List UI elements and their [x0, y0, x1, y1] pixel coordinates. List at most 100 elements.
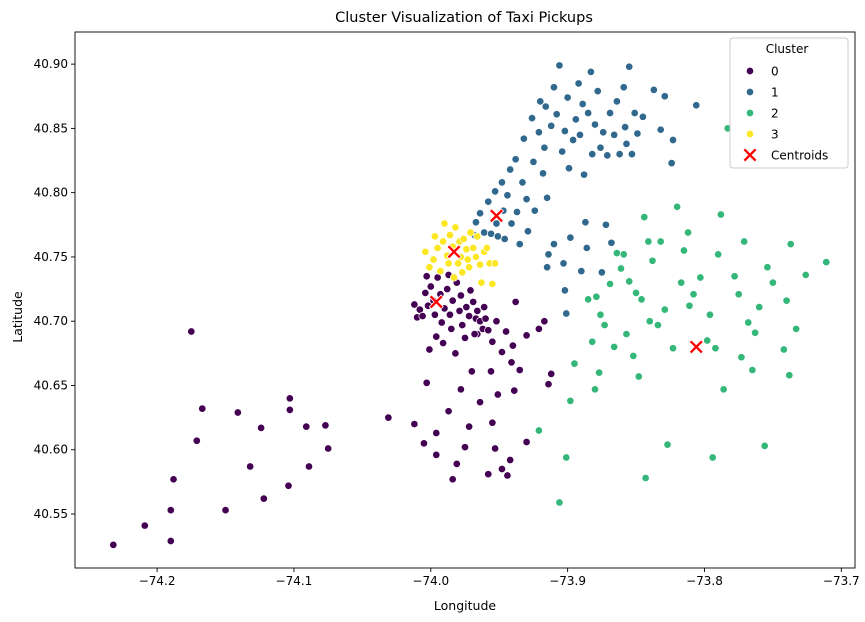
data-point — [544, 380, 553, 389]
data-point — [625, 62, 634, 71]
data-point — [547, 121, 556, 130]
data-point — [458, 321, 467, 330]
data-point — [440, 219, 449, 228]
data-point — [321, 421, 330, 430]
data-points — [109, 61, 831, 549]
data-point — [653, 321, 662, 330]
data-point — [656, 237, 665, 246]
data-point — [507, 358, 516, 367]
data-point — [689, 290, 698, 299]
data-point — [432, 428, 441, 438]
data-point — [590, 385, 600, 394]
y-tick-label: 40.90 — [34, 57, 68, 71]
data-point — [476, 260, 485, 269]
data-point — [522, 195, 531, 204]
data-point — [488, 418, 497, 427]
data-point — [555, 498, 564, 507]
series-2 — [534, 124, 831, 507]
data-point — [656, 125, 665, 134]
data-point — [259, 494, 268, 503]
data-point — [506, 165, 515, 174]
data-point — [577, 267, 586, 276]
data-point — [433, 243, 442, 252]
data-point — [560, 286, 569, 295]
data-point — [443, 285, 452, 294]
data-point — [668, 135, 678, 145]
x-tick-label: −74.1 — [276, 574, 313, 588]
data-point — [511, 155, 520, 164]
data-point — [518, 178, 527, 187]
data-point — [492, 219, 501, 228]
data-point — [528, 114, 537, 123]
data-point — [660, 305, 669, 314]
y-tick-label: 40.80 — [34, 186, 68, 200]
data-point — [452, 459, 461, 468]
data-point — [519, 134, 528, 143]
legend-label-centroids: Centroids — [771, 149, 828, 163]
data-point — [463, 255, 472, 264]
data-point — [637, 295, 646, 304]
data-point — [785, 371, 794, 380]
data-point — [782, 296, 791, 305]
data-point — [632, 288, 641, 297]
data-point — [169, 475, 178, 484]
data-point — [540, 143, 549, 152]
data-point — [465, 312, 474, 321]
data-point — [419, 439, 428, 448]
data-point — [460, 443, 470, 452]
data-point — [418, 312, 427, 321]
data-point — [543, 263, 552, 272]
data-point — [512, 207, 522, 217]
centroid-marker — [488, 208, 505, 224]
data-point — [600, 321, 609, 330]
data-point — [476, 209, 485, 218]
data-point — [792, 324, 801, 333]
y-tick-label: 40.75 — [34, 250, 68, 264]
data-point — [430, 310, 439, 319]
data-point — [500, 234, 509, 243]
data-point — [595, 368, 604, 377]
data-point — [649, 85, 658, 94]
data-point — [436, 267, 445, 276]
data-point — [786, 240, 795, 249]
data-point — [629, 351, 638, 360]
data-point — [471, 218, 480, 227]
data-point — [497, 348, 506, 357]
data-point — [285, 405, 294, 414]
legend: Cluster 0 1 2 3 Centroids — [729, 37, 849, 169]
data-point — [488, 337, 497, 346]
data-point — [684, 228, 693, 237]
data-point — [740, 237, 749, 246]
data-point — [439, 339, 448, 348]
data-point — [558, 147, 567, 156]
data-point — [484, 470, 493, 479]
data-point — [737, 353, 746, 362]
data-point — [582, 243, 591, 252]
data-point — [592, 292, 601, 301]
data-point — [596, 310, 605, 319]
data-point — [596, 143, 605, 152]
data-point — [590, 120, 600, 129]
data-point — [462, 303, 471, 312]
data-point — [574, 79, 583, 88]
data-point — [696, 273, 705, 282]
data-point — [703, 336, 712, 345]
data-point — [599, 128, 608, 137]
data-point — [530, 206, 539, 215]
data-point — [801, 270, 810, 279]
data-point — [466, 286, 475, 295]
data-point — [584, 108, 593, 118]
data-point — [437, 318, 446, 327]
data-point — [571, 115, 580, 124]
legend-marker-1 — [745, 87, 755, 97]
data-point — [476, 398, 485, 407]
data-point — [679, 246, 688, 255]
data-point — [484, 326, 493, 335]
data-point — [426, 282, 435, 291]
data-point — [511, 297, 520, 306]
legend-label-0: 0 — [771, 65, 779, 79]
data-point — [534, 324, 543, 333]
data-point — [588, 337, 597, 346]
data-point — [448, 475, 457, 484]
